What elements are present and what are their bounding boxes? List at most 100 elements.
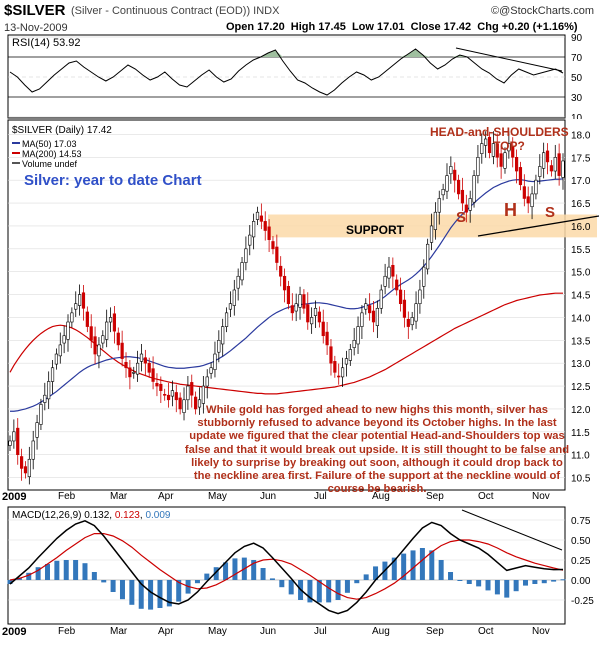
rsi-tick-label: 30 — [571, 93, 583, 104]
macd-histogram-bar — [504, 580, 510, 598]
price-time-axis: 2009 Feb Mar Apr May Jun Jul Aug Sep Oct Nov — [0, 491, 599, 505]
macd-histogram-bar — [232, 558, 238, 580]
price-candle-body — [27, 458, 31, 477]
price-candle-body — [422, 266, 426, 287]
price-candle-body — [147, 362, 151, 373]
price-candle-body — [240, 262, 244, 281]
price-candle-body — [553, 157, 557, 172]
chart-instrument-name: (Silver - Continuous Contract (EOD)) IND… — [71, 5, 280, 17]
price-candle-body — [499, 153, 503, 167]
commentary-text: While gold has forged ahead to new highs… — [184, 404, 570, 496]
macd-histogram-bar — [279, 580, 285, 588]
price-candle-body — [89, 326, 93, 341]
price-tick-label: 12.5 — [571, 382, 591, 393]
price-candle-body — [290, 305, 294, 314]
month-label: Nov — [532, 626, 550, 637]
price-candle-body — [209, 367, 213, 374]
price-candle-body — [387, 266, 391, 279]
macd-histogram-bar — [251, 560, 257, 580]
macd-histogram-bar — [260, 568, 266, 580]
support-label: SUPPORT — [346, 223, 405, 237]
price-candle-body — [275, 246, 279, 263]
macd-histogram-bar — [148, 580, 154, 610]
macd-histogram-bar — [354, 580, 360, 584]
price-candle-body — [178, 397, 182, 410]
price-candle-body — [518, 167, 523, 186]
price-candle-body — [433, 211, 437, 230]
price-candle-body — [348, 349, 352, 361]
price-candle-body — [449, 166, 453, 175]
price-candle-body — [445, 175, 449, 192]
month-label: Feb — [58, 491, 76, 502]
price-frame — [7, 119, 566, 491]
price-candle-body — [190, 382, 194, 396]
price-candle-body — [128, 367, 132, 378]
price-candle-body — [329, 346, 333, 364]
price-candle-body — [8, 440, 12, 446]
price-candle-body — [151, 368, 155, 382]
price-candle-body — [194, 396, 198, 410]
price-candle-body — [23, 466, 28, 474]
macd-histogram-bar — [326, 580, 332, 603]
price-candle-body — [406, 318, 410, 327]
price-candle-body — [155, 383, 159, 387]
rsi-tick-label: 70 — [571, 53, 583, 64]
price-candle-body — [217, 340, 221, 353]
price-candle-body — [391, 264, 395, 277]
price-candle-body — [302, 294, 306, 309]
macd-histogram-bar — [344, 580, 350, 593]
left-shoulder-label: S — [456, 209, 466, 226]
ma200-line — [9, 292, 563, 395]
price-candle-body — [375, 307, 379, 326]
price-candle-body — [410, 317, 414, 326]
month-label: Aug — [372, 491, 390, 502]
price-candle-body — [360, 312, 364, 327]
price-tick-label: 10.5 — [571, 474, 591, 485]
price-candle-body — [333, 361, 337, 373]
rsi-tick-label: 90 — [571, 34, 583, 44]
price-candle-body — [306, 304, 310, 323]
macd-histogram-bar — [119, 580, 125, 600]
price-candle-body — [93, 336, 97, 355]
head-label: H — [504, 200, 517, 220]
chart-title-annotation: Silver: year to date Chart — [24, 172, 202, 189]
price-tick-label: 17.0 — [571, 176, 591, 187]
macd-histogram-bar — [438, 560, 444, 580]
price-candle-body — [453, 169, 457, 181]
price-candle-body — [514, 157, 519, 172]
macd-legend-label: MACD(12,26,9) — [12, 510, 81, 521]
price-candle-body — [379, 289, 383, 309]
macd-legend-signal: 0.123 — [115, 510, 140, 521]
price-candle-body — [267, 226, 271, 240]
price-tick-label: 13.5 — [571, 336, 591, 347]
month-label: Jul — [314, 491, 327, 502]
price-tick-label: 11.0 — [571, 451, 590, 462]
price-candle-body — [205, 376, 209, 387]
price-candle-body — [426, 243, 430, 270]
price-candle-body — [31, 440, 35, 460]
price-candle-body — [383, 275, 387, 287]
price-candle-body — [35, 422, 39, 438]
macd-histogram-bar — [457, 580, 463, 581]
price-candle-body — [224, 312, 229, 327]
price-candle-body — [418, 289, 422, 305]
price-candle-body — [124, 361, 128, 369]
macd-histogram-bar — [494, 580, 500, 595]
macd-histogram-bar — [138, 580, 144, 609]
macd-histogram-bar — [335, 580, 341, 600]
price-candle-body — [105, 321, 109, 340]
price-candle-body — [484, 138, 488, 146]
price-candle-body — [317, 311, 321, 323]
macd-histogram-bar — [288, 580, 294, 595]
price-tick-label: 15.0 — [571, 268, 591, 279]
macd-histogram-bar — [269, 578, 275, 580]
macd-trend-line — [461, 509, 563, 551]
price-candle-body — [259, 215, 263, 222]
macd-time-axis: 2009 Feb Mar Apr May Jun Jul Aug Sep Oct Nov — [0, 626, 599, 640]
price-tick-label: 14.0 — [571, 313, 591, 324]
price-candle-body — [364, 303, 368, 310]
macd-histogram-bar — [401, 553, 407, 580]
price-candle-body — [221, 326, 225, 345]
rsi-tick-label: 10 — [571, 113, 583, 119]
price-candle-body — [545, 150, 550, 163]
